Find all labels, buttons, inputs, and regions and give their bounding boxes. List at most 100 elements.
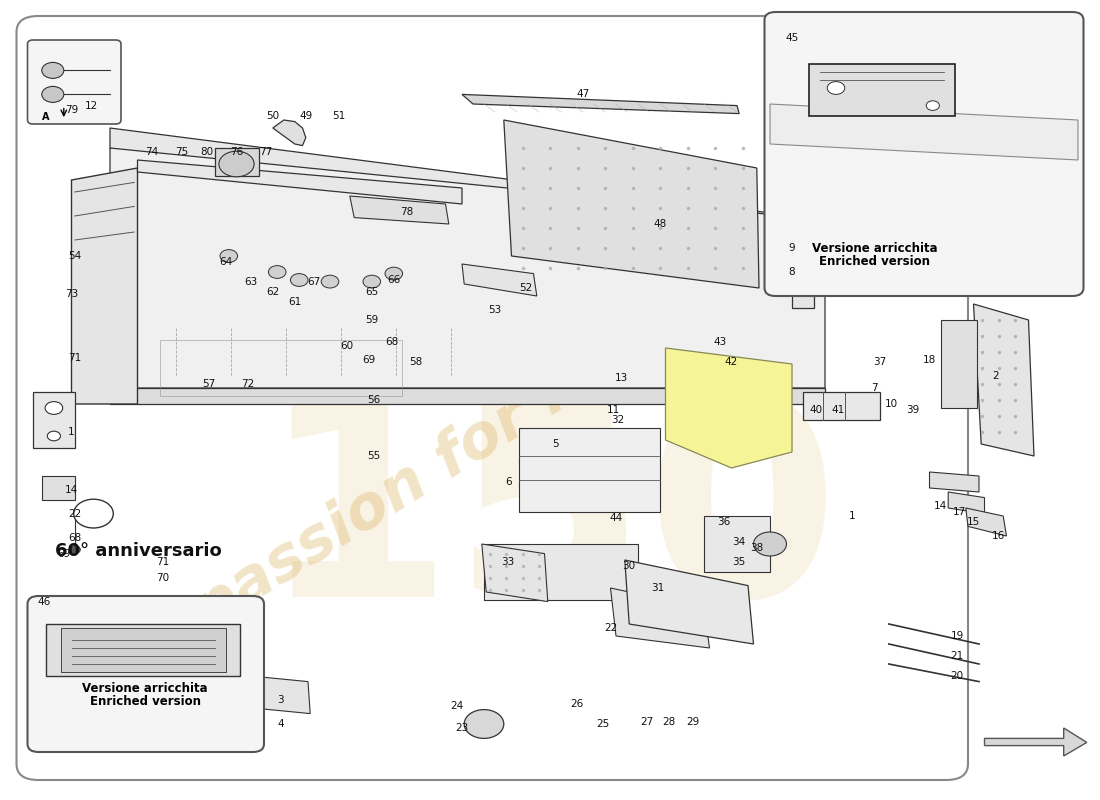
Polygon shape [666, 348, 792, 468]
Text: 28: 28 [662, 718, 675, 727]
FancyBboxPatch shape [16, 16, 968, 780]
Polygon shape [770, 104, 1078, 160]
Polygon shape [984, 728, 1087, 756]
Polygon shape [110, 148, 825, 388]
Polygon shape [251, 676, 310, 714]
Text: 14: 14 [65, 486, 78, 495]
Text: 71: 71 [68, 354, 81, 363]
Text: 3: 3 [277, 695, 284, 705]
Circle shape [321, 275, 339, 288]
Text: 79: 79 [65, 106, 78, 115]
Text: 1: 1 [849, 511, 856, 521]
Text: 58: 58 [409, 357, 422, 366]
Text: 49: 49 [299, 111, 312, 121]
Text: 27: 27 [640, 718, 653, 727]
Text: 40: 40 [810, 406, 823, 415]
Text: 62: 62 [266, 287, 279, 297]
Text: 18: 18 [923, 355, 936, 365]
Text: 150: 150 [260, 385, 840, 655]
Text: 7: 7 [871, 383, 878, 393]
Text: 34: 34 [733, 538, 746, 547]
FancyBboxPatch shape [764, 12, 1084, 296]
Text: 46: 46 [37, 597, 51, 606]
Text: 67: 67 [307, 277, 320, 286]
Text: 17: 17 [953, 507, 966, 517]
Text: 10: 10 [884, 399, 898, 409]
Polygon shape [46, 624, 240, 676]
Text: 56: 56 [367, 395, 381, 405]
Text: 76: 76 [230, 147, 243, 157]
Text: 55: 55 [367, 451, 381, 461]
Text: 20: 20 [950, 671, 964, 681]
Text: 69: 69 [57, 550, 70, 559]
Text: 50: 50 [266, 111, 279, 121]
Polygon shape [273, 120, 306, 146]
Circle shape [219, 151, 254, 177]
Text: 2: 2 [992, 371, 999, 381]
Text: 44: 44 [609, 514, 623, 523]
Text: Enriched version: Enriched version [90, 695, 200, 708]
Text: 71: 71 [156, 557, 169, 566]
Text: 5: 5 [552, 439, 559, 449]
Text: 74: 74 [145, 147, 158, 157]
Text: 68: 68 [385, 338, 398, 347]
Text: 65: 65 [365, 287, 378, 297]
Circle shape [926, 101, 939, 110]
Text: 42: 42 [725, 358, 738, 367]
Text: 29: 29 [686, 718, 700, 727]
Text: 60° anniversario: 60° anniversario [55, 542, 222, 560]
Text: 22: 22 [604, 623, 617, 633]
Text: 1: 1 [68, 427, 75, 437]
Circle shape [754, 532, 786, 556]
Polygon shape [60, 628, 226, 672]
Circle shape [363, 275, 381, 288]
Text: 31: 31 [651, 583, 664, 593]
Text: 57: 57 [202, 379, 216, 389]
Polygon shape [803, 392, 880, 420]
Text: 45: 45 [785, 34, 799, 43]
Text: 38: 38 [750, 543, 763, 553]
Text: 60: 60 [340, 342, 353, 351]
Polygon shape [808, 64, 955, 116]
Polygon shape [484, 544, 638, 600]
Text: 4: 4 [277, 719, 284, 729]
Polygon shape [42, 476, 75, 500]
Text: 35: 35 [733, 558, 746, 567]
Text: 14: 14 [934, 501, 947, 510]
Text: 77: 77 [260, 147, 273, 157]
Text: 69: 69 [362, 355, 375, 365]
Text: Enriched version: Enriched version [820, 255, 930, 268]
Text: 9: 9 [789, 243, 795, 253]
Polygon shape [110, 388, 825, 404]
Text: 22: 22 [68, 509, 81, 518]
Text: 13: 13 [615, 374, 628, 383]
Polygon shape [519, 428, 660, 512]
Text: passion for life: passion for life [184, 318, 652, 642]
Text: 59: 59 [365, 315, 378, 325]
Text: 68: 68 [68, 533, 81, 542]
FancyBboxPatch shape [28, 596, 264, 752]
Circle shape [47, 431, 60, 441]
Circle shape [385, 267, 403, 280]
Circle shape [290, 274, 308, 286]
Text: 25: 25 [596, 719, 609, 729]
Text: 15: 15 [967, 517, 980, 526]
Polygon shape [462, 264, 537, 296]
Text: 75: 75 [175, 147, 188, 157]
Polygon shape [948, 492, 984, 514]
Text: 37: 37 [873, 357, 887, 366]
Text: 6: 6 [505, 477, 512, 486]
Polygon shape [940, 320, 977, 408]
Text: 24: 24 [450, 701, 463, 710]
Text: 78: 78 [400, 207, 414, 217]
Text: 52: 52 [519, 283, 532, 293]
Text: Versione arricchita: Versione arricchita [812, 242, 937, 254]
Text: 54: 54 [68, 251, 81, 261]
FancyBboxPatch shape [28, 40, 121, 124]
Polygon shape [214, 148, 258, 176]
Polygon shape [625, 560, 754, 644]
Circle shape [268, 266, 286, 278]
Text: 72: 72 [241, 379, 254, 389]
Text: Versione arricchita: Versione arricchita [82, 682, 208, 694]
Text: 41: 41 [832, 406, 845, 415]
